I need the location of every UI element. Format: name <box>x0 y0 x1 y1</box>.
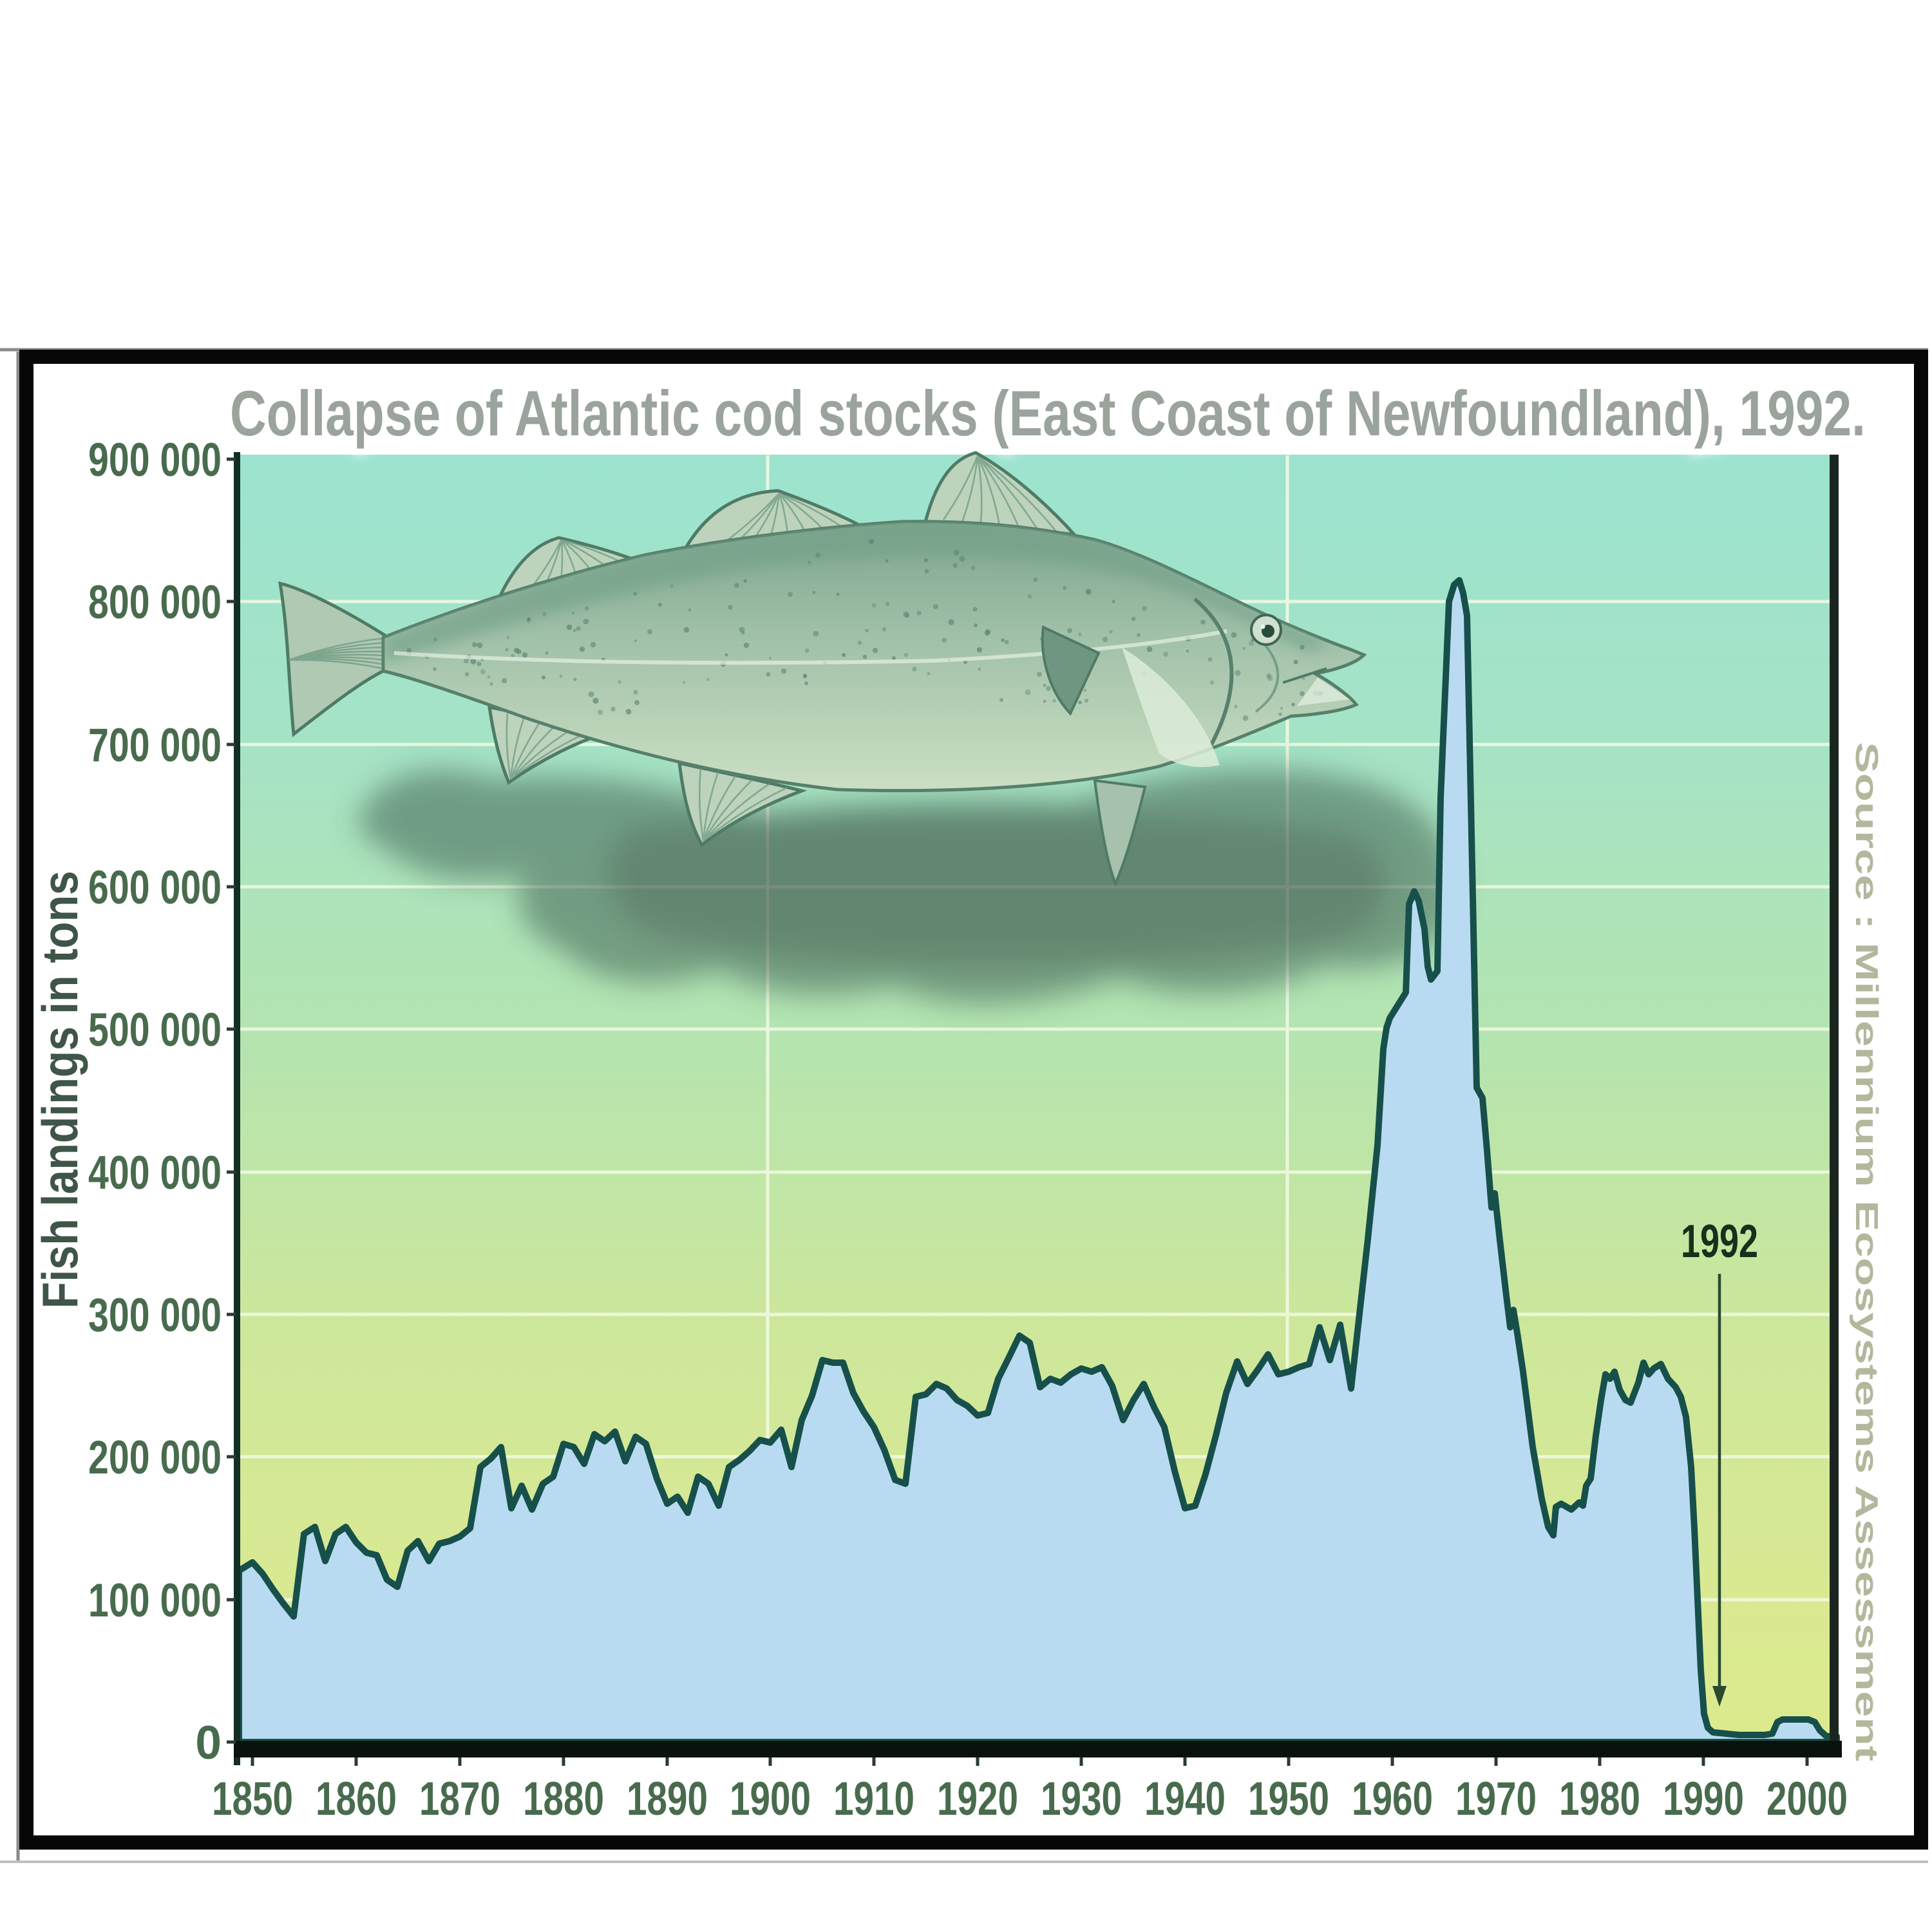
svg-text:1890: 1890 <box>627 1773 708 1825</box>
svg-text:1980: 1980 <box>1559 1773 1640 1825</box>
svg-text:1950: 1950 <box>1248 1773 1329 1825</box>
svg-text:1960: 1960 <box>1352 1773 1433 1825</box>
svg-text:1970: 1970 <box>1455 1773 1537 1825</box>
svg-text:Fish landings in tons: Fish landings in tons <box>32 871 88 1309</box>
svg-text:400 000: 400 000 <box>88 1147 222 1199</box>
svg-text:1850: 1850 <box>212 1773 293 1825</box>
svg-text:300 000: 300 000 <box>88 1289 222 1341</box>
svg-text:500 000: 500 000 <box>88 1004 222 1056</box>
svg-text:1900: 1900 <box>730 1773 811 1825</box>
svg-text:1880: 1880 <box>523 1773 604 1825</box>
svg-text:0: 0 <box>195 1717 222 1769</box>
svg-text:Source : Millennium Ecosystems: Source : Millennium Ecosystems Assessmen… <box>1849 742 1884 1761</box>
svg-text:1870: 1870 <box>419 1773 500 1825</box>
svg-text:1920: 1920 <box>937 1773 1018 1825</box>
svg-text:700 000: 700 000 <box>88 719 222 772</box>
svg-text:800 000: 800 000 <box>88 576 222 629</box>
svg-text:100 000: 100 000 <box>88 1575 222 1627</box>
svg-text:1992: 1992 <box>1681 1216 1758 1267</box>
svg-text:1940: 1940 <box>1144 1773 1226 1825</box>
svg-text:900 000: 900 000 <box>88 434 222 486</box>
svg-text:Collapse of Atlantic cod stock: Collapse of Atlantic cod stocks (East Co… <box>230 377 1866 449</box>
svg-text:200 000: 200 000 <box>88 1432 222 1484</box>
svg-text:600 000: 600 000 <box>88 862 222 914</box>
svg-text:1990: 1990 <box>1663 1773 1744 1825</box>
svg-text:Collapse of Atlantic cod stock: Collapse of Atlantic cod stocks (East Co… <box>230 377 1866 449</box>
svg-text:2000: 2000 <box>1766 1773 1848 1825</box>
svg-text:1860: 1860 <box>316 1773 397 1825</box>
svg-text:1930: 1930 <box>1041 1773 1122 1825</box>
svg-text:1910: 1910 <box>833 1773 914 1825</box>
